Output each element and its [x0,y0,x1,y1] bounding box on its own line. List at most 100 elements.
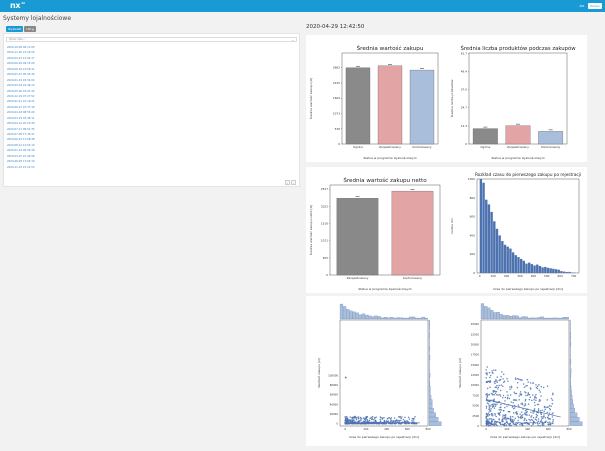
date-list-item[interactable]: 2020-04-14 20:23:30 [7,122,35,126]
date-list-item[interactable]: 2020-11-05 21:14:55 [7,51,35,55]
x-tick-label: Zarejestrowany [379,145,401,149]
date-list-item[interactable]: 2020-07-09 17:35:47 [7,133,35,136]
marginal-y-bar [428,368,430,373]
date-list-item[interactable]: 2020-11-23 15:21:53 [7,165,35,169]
date-list-item[interactable]: 2020-01-14 09:22:30 [7,149,35,153]
scatter-point [510,401,512,403]
user-initials[interactable]: XM [579,4,584,8]
scatter-point [486,373,488,376]
date-list-item[interactable]: 2020-03-07 05:55:40 [7,73,35,77]
date-list-item[interactable]: 2020-05-06 16:01:32 [7,89,35,93]
marginal-x-bar [487,307,491,320]
help-button[interactable]: Pomoc [588,3,602,9]
scatter-point [513,419,515,421]
scatter-point [388,416,391,419]
date-list-item[interactable]: 2020-08-28 13:02:19 [7,160,35,164]
scatter-point [512,423,515,425]
scatter-point [511,418,514,421]
marginal-x-bar [339,303,344,320]
scatter-point [369,417,371,419]
scatter-point [486,396,488,399]
scatter-point [365,418,367,420]
marginal-y-bar [569,355,571,360]
scatter-point [552,392,554,395]
date-list-item[interactable]: 2020-06-29 09:15:20 [7,62,35,66]
bar-chart-avg-purchase: Średnia wartość zakupu Status w programie… [308,45,439,160]
scatter-point [494,369,497,371]
scatter-point [520,411,523,413]
chart-title: Średnia wartość zakupu netto [343,177,427,184]
scatter-point [407,421,410,423]
date-list-item[interactable]: 2020-08-12 14:52:10 [7,143,35,147]
scatter-point [412,419,415,421]
scatter-point [509,415,512,418]
scatter-point [525,419,528,422]
chart-title: Rozkład czasu do pierwszego zakupu po re… [475,172,581,177]
marginal-x-bar [383,317,388,320]
scatter-point [366,418,369,421]
scatter-point [530,411,532,413]
scatter-point [363,417,365,419]
date-list-item[interactable]: 2020-09-18 22:40:13 [7,84,35,88]
y-tick-label: 12500 [471,373,480,377]
scatter-point [352,422,354,425]
scatter-point [491,371,494,374]
nx-logo[interactable]: nx42 [10,1,25,10]
marginal-x-bar [490,310,494,320]
scatter-point [385,422,387,425]
scatter-point [494,405,497,407]
scatter-point [541,424,544,427]
marginal-y-bar [428,328,430,334]
date-list-item[interactable]: 2020-01-19 18:32:04 [7,78,35,82]
scatter-point [486,420,488,422]
histogram-bar [544,266,547,273]
scatter-point [514,423,516,426]
scatter-point [404,422,406,425]
marginal-x-bar [402,317,406,320]
marginal-y-bar [428,403,433,409]
marginal-x-bar [412,316,416,320]
date-list-item[interactable]: 2020-02-21 10:19:21 [7,100,35,104]
histogram-bar [536,264,539,273]
x-tick-label: Zarejestrowany [507,145,529,149]
date-list-item[interactable]: 2020-03-07 21:44:58 [7,154,35,158]
show-button[interactable]: Wyświetl [6,26,24,32]
date-list-item[interactable]: 2020-08-19 12:09:11 [7,67,35,71]
scatter-point [550,422,552,424]
date-list-item[interactable]: 2020-06-27 22:37:16 [7,105,35,109]
scatter-point [542,386,545,389]
scatter-point [529,396,532,398]
date-list-item[interactable]: 2020-10-09 06:11:05 [7,46,35,49]
scatter-point [503,422,506,425]
scatter-point [485,380,488,383]
marginal-y-bar [428,359,430,365]
hide-button[interactable]: Ukryj [24,26,37,32]
y-tick-label: 400 [470,233,476,237]
scatter-point [510,421,513,423]
scatter-point [522,383,525,385]
y-tick-label: 0 [465,142,467,146]
scatter-point [357,416,360,418]
marginal-x-bar [346,309,350,320]
date-list-item[interactable]: 2020-06-23 11:08:48 [7,138,35,142]
date-list-item[interactable]: 2020-07-17 06:51:35 [7,127,35,131]
date-list-item[interactable]: 2020-12-19 07:27:52 [7,94,35,98]
histogram-bar [490,211,493,273]
prev-page-button[interactable]: ‹ [285,180,290,185]
next-page-button[interactable]: › [291,180,296,185]
chevron-down-icon[interactable]: ⌄ [291,38,294,42]
search-input[interactable]: Wpisz datę... ⌄ [6,37,297,42]
histogram-bar [495,228,499,273]
histogram-bar [519,258,523,273]
scatter-point [515,412,518,415]
scatter-point [502,394,505,397]
date-list-item[interactable]: 2020-04-13 13:42:17 [7,56,35,60]
scatter-point [492,391,495,393]
y-tick-label: 49.4 [461,69,467,73]
scatter-point [512,412,515,414]
scatter-point [515,399,518,401]
marginal-x-bar [393,317,397,320]
date-list-item[interactable]: 2020-04-18 08:53:29 [7,111,35,115]
date-list-item[interactable]: 2020-03-19 03:45:11 [7,116,35,120]
scatter-point [509,388,511,390]
